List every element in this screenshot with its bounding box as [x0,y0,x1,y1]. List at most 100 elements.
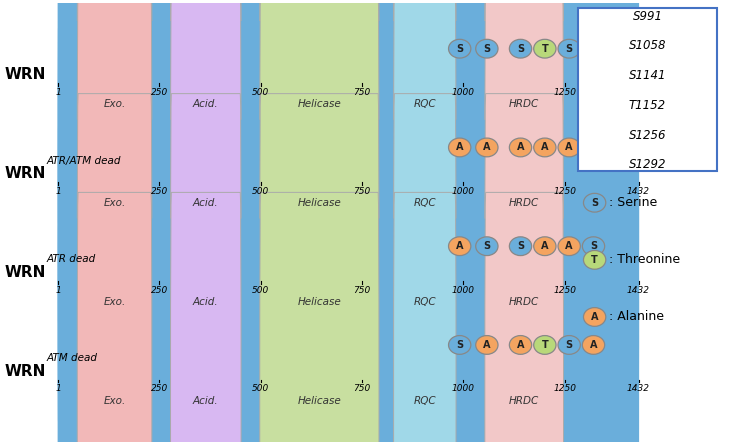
Text: 750: 750 [353,88,370,97]
FancyBboxPatch shape [394,192,456,445]
FancyBboxPatch shape [578,8,717,171]
FancyBboxPatch shape [170,93,241,445]
Text: 1250: 1250 [554,286,576,295]
Text: A: A [566,241,573,251]
Text: 250: 250 [151,187,168,196]
Ellipse shape [582,336,604,354]
Ellipse shape [582,39,604,58]
Ellipse shape [509,336,532,354]
Ellipse shape [584,193,606,212]
FancyBboxPatch shape [58,218,639,445]
Text: HRDC: HRDC [509,297,539,307]
Text: S1058: S1058 [628,40,666,53]
Ellipse shape [584,307,606,326]
Text: HRDC: HRDC [509,198,539,208]
Text: A: A [483,142,490,153]
Ellipse shape [448,237,471,255]
FancyBboxPatch shape [484,0,563,313]
Text: S: S [566,44,573,54]
Text: Acid.: Acid. [193,396,219,406]
FancyBboxPatch shape [58,21,639,330]
FancyBboxPatch shape [58,0,639,231]
FancyBboxPatch shape [170,0,241,412]
Text: RQC: RQC [413,100,436,109]
Text: RQC: RQC [413,198,436,208]
Text: A: A [541,241,548,251]
FancyBboxPatch shape [58,120,639,429]
Ellipse shape [534,138,556,157]
Text: 250: 250 [151,88,168,97]
FancyBboxPatch shape [260,0,379,313]
Text: S: S [590,241,597,251]
Text: Helicase: Helicase [298,198,341,208]
Ellipse shape [534,237,556,255]
Ellipse shape [509,237,532,255]
Text: : Alanine: : Alanine [609,311,664,324]
Text: S1141: S1141 [628,69,666,82]
Ellipse shape [509,138,532,157]
Text: WRN: WRN [4,265,46,280]
Text: 1000: 1000 [452,384,475,393]
Text: 1: 1 [56,286,61,295]
Text: ATM dead: ATM dead [46,353,98,363]
Text: Exo.: Exo. [104,297,126,307]
Text: 1000: 1000 [452,286,475,295]
FancyBboxPatch shape [260,192,379,445]
Text: T1152: T1152 [629,99,666,112]
Text: A: A [590,142,597,153]
Text: 500: 500 [252,88,269,97]
Text: 500: 500 [252,384,269,393]
Ellipse shape [558,138,580,157]
Text: Exo.: Exo. [104,100,126,109]
Text: RQC: RQC [413,297,436,307]
Text: Exo.: Exo. [104,396,126,406]
Text: 250: 250 [151,286,168,295]
Text: WRN: WRN [4,67,46,82]
Text: 750: 750 [353,384,370,393]
FancyBboxPatch shape [394,0,456,412]
Text: 500: 500 [252,286,269,295]
Ellipse shape [582,138,604,157]
FancyBboxPatch shape [77,0,152,412]
Text: 1250: 1250 [554,88,576,97]
Text: Acid.: Acid. [193,198,219,208]
Text: S1292: S1292 [628,158,666,171]
FancyBboxPatch shape [484,0,563,412]
FancyBboxPatch shape [170,0,241,313]
Text: 1: 1 [56,88,61,97]
FancyBboxPatch shape [170,192,241,445]
Text: S: S [590,44,597,54]
Text: S: S [483,241,490,251]
Text: : Threonine: : Threonine [609,253,680,267]
Text: A: A [517,142,524,153]
FancyBboxPatch shape [260,0,379,412]
Text: WRN: WRN [4,364,46,379]
Text: Exo.: Exo. [104,198,126,208]
Text: : Serine: : Serine [609,196,658,209]
Text: A: A [456,241,464,251]
Text: RQC: RQC [413,396,436,406]
Text: S: S [456,44,464,54]
Ellipse shape [476,237,498,255]
Text: S: S [483,44,490,54]
Text: Acid.: Acid. [193,100,219,109]
FancyBboxPatch shape [77,0,152,313]
Ellipse shape [476,39,498,58]
Text: Acid.: Acid. [193,297,219,307]
Text: 750: 750 [353,286,370,295]
Ellipse shape [558,336,580,354]
FancyBboxPatch shape [484,192,563,445]
Text: 500: 500 [252,187,269,196]
FancyBboxPatch shape [260,93,379,445]
Text: 1000: 1000 [452,88,475,97]
Ellipse shape [558,237,580,255]
FancyBboxPatch shape [77,192,152,445]
Text: 1000: 1000 [452,187,475,196]
FancyBboxPatch shape [394,93,456,445]
Text: S: S [517,241,524,251]
Text: 1250: 1250 [554,384,576,393]
Ellipse shape [534,336,556,354]
Text: Helicase: Helicase [298,396,341,406]
Text: A: A [517,340,524,350]
Text: 750: 750 [353,187,370,196]
